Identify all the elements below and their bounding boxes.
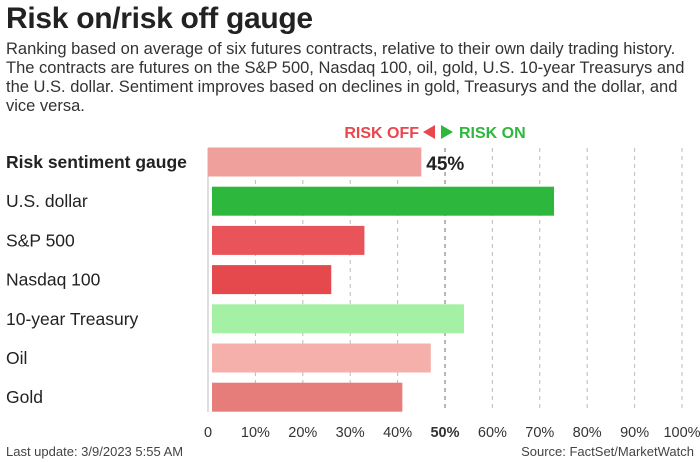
x-tick-label: 50% xyxy=(430,425,459,441)
source-text: Source: FactSet/MarketWatch xyxy=(521,444,694,459)
bar-10-year-treasury xyxy=(212,304,464,334)
x-tick-label: 40% xyxy=(383,425,412,441)
legend-risk-off-label: RISK OFF xyxy=(344,125,419,142)
x-tick-label: 90% xyxy=(620,425,649,441)
bar-value-label: 45% xyxy=(426,154,464,175)
category-label: Gold xyxy=(6,387,43,407)
category-label: Nasdaq 100 xyxy=(6,270,101,290)
category-label: S&P 500 xyxy=(6,230,75,250)
chart-subtitle: Ranking based on average of six futures … xyxy=(6,40,685,115)
x-tick-label: 20% xyxy=(288,425,317,441)
category-label: Oil xyxy=(6,348,27,368)
x-tick-label: 0 xyxy=(204,425,212,441)
x-tick-label: 10% xyxy=(241,425,270,441)
chart-title: Risk on/risk off gauge xyxy=(6,2,313,35)
bar-u-s-dollar xyxy=(212,186,555,216)
category-label: Risk sentiment gauge xyxy=(6,152,187,172)
last-update-text: Last update: 3/9/2023 5:55 AM xyxy=(6,444,184,459)
x-tick-label: 30% xyxy=(336,425,365,441)
bar-gold xyxy=(212,382,403,412)
x-tick-label: 100% xyxy=(663,425,700,441)
x-tick-label: 60% xyxy=(478,425,507,441)
x-tick-label: 80% xyxy=(573,425,602,441)
legend-risk-on-label: RISK ON xyxy=(459,125,526,142)
bar-oil xyxy=(212,343,431,373)
risk-off-arrow-icon xyxy=(423,125,435,139)
bar-risk-sentiment-gauge xyxy=(208,147,422,177)
x-tick-label: 70% xyxy=(525,425,554,441)
risk-on-arrow-icon xyxy=(441,125,453,139)
bar-nasdaq-100 xyxy=(212,265,332,295)
bar-s-p-500 xyxy=(212,225,365,255)
category-label: 10-year Treasury xyxy=(6,309,139,329)
category-label: U.S. dollar xyxy=(6,191,88,211)
